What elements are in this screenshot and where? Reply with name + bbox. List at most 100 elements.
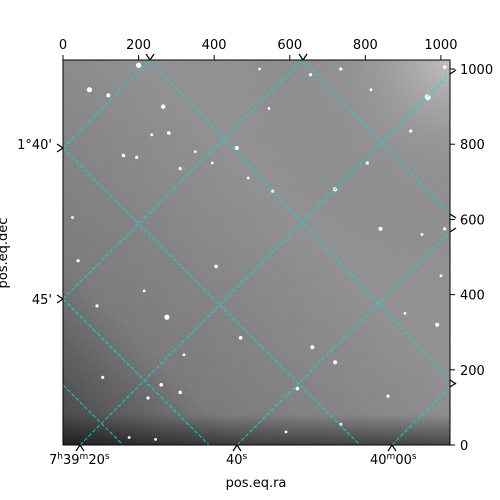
top-ra-tick bbox=[302, 53, 308, 61]
coordinate-grid bbox=[63, 60, 450, 445]
dec-tick bbox=[56, 143, 64, 149]
dec-grid-line bbox=[63, 298, 210, 445]
top-pixel-tick-label-1: 200 bbox=[126, 38, 151, 53]
top-ra-tick bbox=[145, 53, 151, 61]
star bbox=[439, 274, 443, 278]
image-bottom-edge bbox=[63, 60, 450, 445]
star bbox=[295, 386, 300, 391]
star bbox=[310, 345, 315, 350]
right-dec-tick bbox=[449, 227, 457, 233]
ra-grid-line bbox=[236, 231, 450, 445]
top-ra-tick bbox=[149, 53, 155, 61]
pixel-axis-tick-labels: 0 200 400 600 800 1000 0 200 400 600 800 1000 bbox=[59, 38, 493, 454]
star bbox=[178, 390, 182, 395]
star bbox=[435, 322, 440, 327]
right-pixel-tick-label-1: 200 bbox=[460, 364, 485, 379]
star bbox=[386, 394, 390, 398]
ra-tick bbox=[75, 444, 81, 452]
right-dec-tick bbox=[449, 69, 457, 75]
top-pixel-tick-label-3: 600 bbox=[277, 38, 302, 53]
dec-grid-line bbox=[302, 60, 450, 215]
star bbox=[403, 312, 407, 315]
star bbox=[246, 176, 250, 180]
star bbox=[135, 62, 142, 68]
star bbox=[333, 360, 338, 365]
star bbox=[182, 353, 186, 357]
star bbox=[210, 161, 214, 165]
star bbox=[258, 67, 261, 71]
right-pixel-tick-label-3: 600 bbox=[460, 213, 485, 228]
star bbox=[214, 264, 218, 269]
star bbox=[409, 129, 413, 133]
ra-tick bbox=[236, 444, 242, 452]
ra-tick-label-1: 40s bbox=[226, 452, 248, 468]
y-axis-label: pos.eq.dec bbox=[0, 218, 11, 289]
star bbox=[95, 304, 99, 308]
star bbox=[86, 87, 93, 93]
star bbox=[365, 161, 369, 165]
star bbox=[127, 436, 131, 439]
dec-grid-line bbox=[63, 384, 124, 445]
ra-tick bbox=[79, 444, 85, 452]
world-axis-ticks bbox=[56, 53, 457, 452]
ra-grid-line bbox=[63, 60, 304, 300]
star bbox=[193, 150, 197, 154]
star bbox=[159, 383, 164, 387]
star bbox=[76, 259, 80, 263]
star bbox=[154, 437, 157, 441]
top-pixel-tick-label-2: 400 bbox=[202, 38, 227, 53]
ra-tick-label-0: 7h39m20s bbox=[49, 452, 110, 468]
star bbox=[339, 67, 343, 71]
right-pixel-tick-label-0: 0 bbox=[460, 439, 468, 454]
dec-tick bbox=[56, 294, 64, 300]
right-dec-tick bbox=[449, 213, 457, 219]
ra-grid-line bbox=[63, 60, 151, 149]
plot-area bbox=[63, 60, 450, 445]
star bbox=[101, 375, 105, 379]
star bbox=[378, 226, 383, 231]
star bbox=[160, 104, 166, 109]
star bbox=[135, 155, 139, 159]
star bbox=[142, 289, 146, 293]
star bbox=[369, 88, 373, 92]
dec-tick-label-0: 1°40' bbox=[17, 138, 52, 153]
star bbox=[146, 396, 150, 400]
dec-tick bbox=[56, 298, 64, 304]
ra-tick bbox=[391, 444, 397, 452]
star bbox=[424, 94, 431, 101]
star bbox=[234, 145, 239, 150]
right-dec-tick bbox=[449, 379, 457, 385]
stars bbox=[71, 62, 447, 441]
star bbox=[150, 133, 154, 137]
top-pixel-tick-label-5: 1000 bbox=[424, 38, 457, 53]
top-ra-tick bbox=[298, 53, 304, 61]
dec-grid-line bbox=[149, 60, 450, 381]
pixel-axis-ticks bbox=[62, 55, 455, 446]
star bbox=[121, 153, 126, 158]
right-pixel-tick-label-5: 1000 bbox=[460, 63, 493, 78]
top-pixel-tick-label-4: 800 bbox=[353, 38, 378, 53]
top-pixel-tick-label-0: 0 bbox=[59, 38, 67, 53]
ra-tick-label-2: 40m00s bbox=[370, 452, 417, 468]
right-pixel-tick-label-2: 400 bbox=[460, 289, 485, 304]
star bbox=[308, 73, 313, 77]
dec-grid-line bbox=[63, 147, 361, 445]
star bbox=[420, 233, 424, 236]
star bbox=[442, 65, 447, 69]
plot-frame bbox=[62, 59, 451, 446]
ra-grid-line bbox=[79, 73, 450, 445]
star bbox=[178, 167, 182, 171]
star bbox=[71, 216, 74, 219]
right-pixel-tick-label-4: 800 bbox=[460, 138, 485, 153]
dec-tick-label-1: 45' bbox=[32, 293, 52, 308]
ra-tick bbox=[232, 444, 238, 452]
star bbox=[167, 131, 171, 135]
star bbox=[267, 107, 271, 110]
x-axis-label: pos.eq.ra bbox=[226, 476, 287, 491]
star bbox=[164, 314, 170, 320]
ra-tick bbox=[387, 444, 393, 452]
star bbox=[284, 430, 288, 434]
star bbox=[106, 93, 111, 98]
dec-tick bbox=[56, 147, 64, 153]
